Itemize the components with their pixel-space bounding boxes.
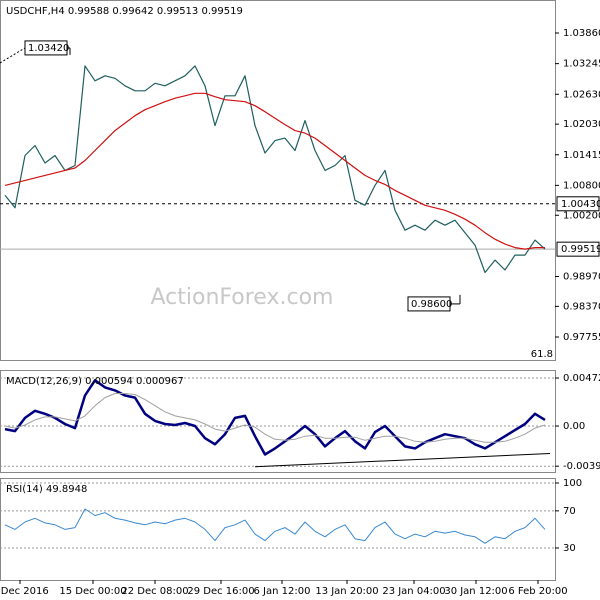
y-tick-label: -0.003949 xyxy=(563,461,600,472)
y-tick-label: 1.02630 xyxy=(563,89,600,100)
panel-title: USDCHF,H4 0.99588 0.99642 0.99513 0.9951… xyxy=(6,6,243,17)
indicator-line xyxy=(4,379,546,456)
indicator-line xyxy=(4,92,545,250)
point-label: 0.98600 xyxy=(411,299,452,310)
panel-frame xyxy=(0,370,556,473)
y-tick-label: 0.004721 xyxy=(563,373,600,384)
y-tick-label: 30 xyxy=(563,543,576,554)
trend-line xyxy=(254,452,551,468)
y-tick-label: 0.00 xyxy=(563,421,585,432)
y-tick-label: 0.97755 xyxy=(563,332,600,343)
panel-title: MACD(12,26,9) 0.000594 0.000967 xyxy=(6,376,184,387)
indicator-line xyxy=(4,508,546,544)
y-tick-label: 70 xyxy=(563,506,576,517)
x-tick-label: 13 Jan 20:00 xyxy=(315,586,378,597)
x-tick-label: 30 Jan 12:00 xyxy=(444,586,507,597)
price-line xyxy=(4,65,546,274)
point-box xyxy=(24,40,68,56)
x-tick-label: 6 Jan 12:00 xyxy=(254,586,311,597)
level-label: 1.00430 xyxy=(561,199,600,210)
indicator-line xyxy=(4,393,546,443)
y-tick-label: 1.00800 xyxy=(563,180,600,191)
last-label: 0.99519 xyxy=(561,244,600,255)
watermark: ActionForex.com xyxy=(151,285,334,310)
x-tick-label: 29 Dec 16:00 xyxy=(187,586,254,597)
x-tick-label: 7 Dec 2016 xyxy=(0,586,49,597)
panel-title: RSI(14) 49.8948 xyxy=(6,484,87,495)
point-label: 1.03420 xyxy=(28,43,69,54)
panel-frame xyxy=(0,478,556,581)
point-guide xyxy=(0,47,26,64)
y-tick-label: 1.02030 xyxy=(563,119,600,130)
y-tick-label: 1.01415 xyxy=(563,150,600,161)
x-tick-label: 6 Feb 20:00 xyxy=(508,586,567,597)
level-box xyxy=(556,196,600,212)
x-tick-label: 22 Dec 08:00 xyxy=(121,586,188,597)
x-tick-label: 23 Jan 04:00 xyxy=(382,586,445,597)
fib-label: 61.8 xyxy=(531,349,553,360)
y-tick-label: 100 xyxy=(563,478,582,489)
panel-frame xyxy=(0,0,556,361)
point-box xyxy=(407,296,451,312)
y-tick-label: 1.03245 xyxy=(563,59,600,70)
y-tick-label: 1.03860 xyxy=(563,28,600,39)
x-tick-label: 15 Dec 00:00 xyxy=(59,586,126,597)
last-box xyxy=(556,241,600,257)
